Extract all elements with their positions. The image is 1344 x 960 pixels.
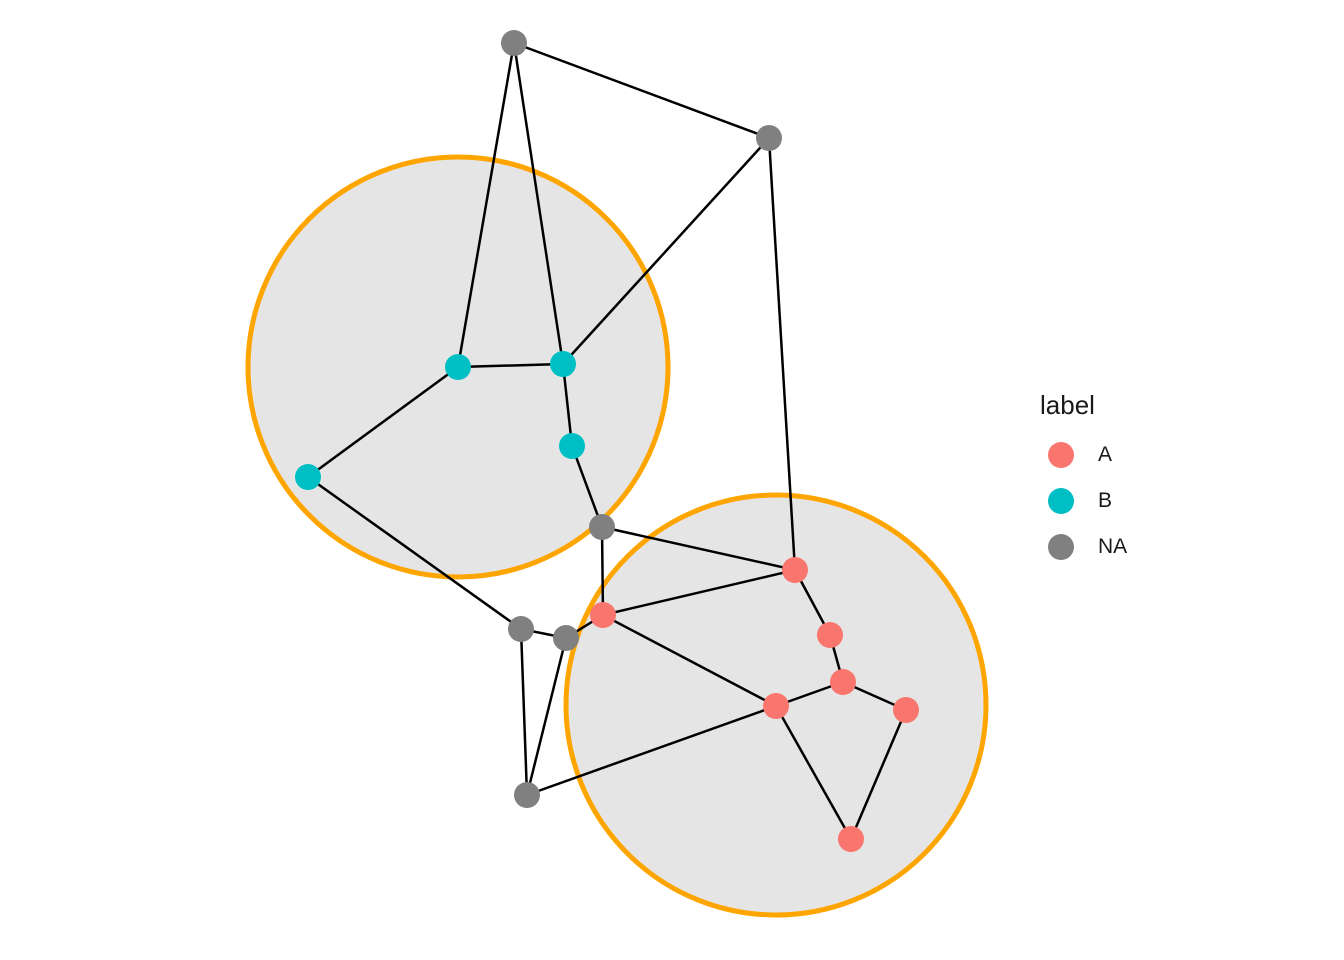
node-b4 [295, 464, 321, 490]
edge-b1-b2 [457, 362, 564, 369]
node-a3 [817, 622, 843, 648]
legend-label-na: NA [1098, 535, 1128, 558]
node-a2 [590, 602, 616, 628]
node-b2 [550, 351, 576, 377]
legend-key-b [1048, 488, 1074, 514]
edge-n_l1-n_bot [519, 628, 529, 796]
legend-item-a: A [1040, 432, 1240, 478]
node-n_mid [589, 514, 615, 540]
legend-item-na: NA [1040, 524, 1240, 570]
legend-key-a [1048, 442, 1074, 468]
legend-label-a: A [1098, 443, 1113, 466]
node-n_tr [756, 125, 782, 151]
node-b3 [559, 433, 585, 459]
edge-n_top-b2 [512, 42, 565, 365]
graph-nodes [295, 30, 919, 852]
edge-n_l2-n_bot [525, 637, 568, 796]
edge-n_mid-a1 [601, 525, 796, 572]
legend-item-b: B [1040, 478, 1240, 524]
node-n_top [501, 30, 527, 56]
node-a4 [830, 669, 856, 695]
legend-key-na [1048, 534, 1074, 560]
edge-b3-n_mid [570, 445, 604, 528]
node-a1 [782, 557, 808, 583]
group-hulls [245, 154, 989, 918]
edge-b2-b3 [561, 363, 574, 447]
node-n_l2 [553, 625, 579, 651]
graph-edges [307, 41, 908, 840]
edge-b4-n_l1 [307, 475, 522, 631]
node-a6 [893, 697, 919, 723]
edge-n_tr-b2 [562, 137, 770, 365]
edge-a6-a7 [849, 709, 908, 840]
node-a7 [838, 826, 864, 852]
node-b1 [445, 354, 471, 380]
edge-n_top-b1 [456, 42, 516, 368]
edge-b1-b4 [307, 365, 459, 479]
node-n_l1 [508, 616, 534, 642]
legend: label A B NA [1040, 390, 1240, 570]
edge-a2-a1 [602, 568, 796, 617]
legend-title: label [1040, 390, 1095, 420]
edge-a5-n_bot [526, 704, 777, 797]
edge-a2-a5 [602, 613, 777, 708]
node-a5 [763, 693, 789, 719]
edge-n_mid-a2 [600, 526, 605, 616]
node-n_bot [514, 782, 540, 808]
edge-a5-a7 [774, 705, 853, 840]
legend-label-b: B [1098, 489, 1113, 512]
edge-n_top-n_tr [513, 41, 770, 140]
edge-n_tr-a1 [767, 137, 797, 571]
